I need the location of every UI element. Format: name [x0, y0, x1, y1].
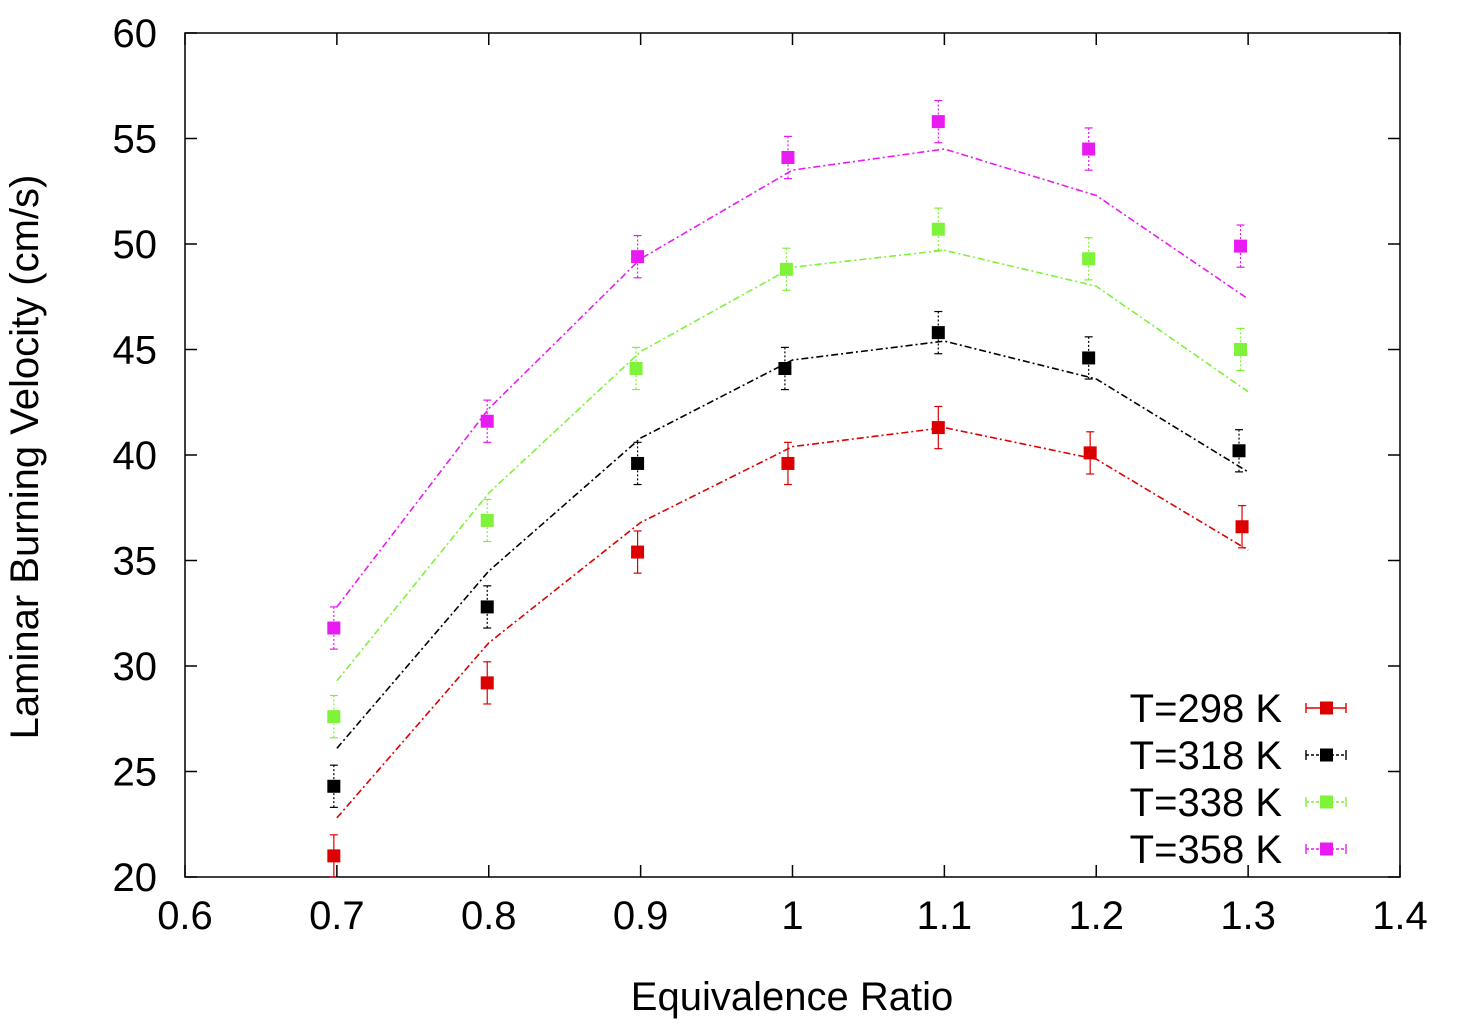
fit-lines	[336, 148, 1249, 819]
y-axis-ticks: 20 25 30 35 40 45 50 55 60	[113, 12, 1400, 900]
legend-marker-series-2	[1320, 795, 1333, 809]
x-tick-label: 1.3	[1220, 894, 1276, 938]
y-axis-label: Laminar Burning Velocity (cm/s)	[3, 175, 47, 740]
data-point-series-2	[931, 222, 945, 236]
data-point-series-0	[631, 545, 645, 559]
x-tick-label: 0.8	[461, 894, 517, 938]
data-point-series-1	[931, 326, 945, 340]
fit-line-series-3	[336, 148, 1249, 608]
data-point-series-2	[327, 710, 341, 724]
legend-marker-series-0	[1320, 701, 1333, 715]
data-markers	[327, 115, 1249, 863]
data-point-series-0	[480, 676, 494, 690]
x-tick-label: 0.6	[157, 894, 213, 938]
data-point-series-3	[480, 414, 494, 428]
y-tick-label: 20	[113, 856, 158, 900]
x-axis-label: Equivalence Ratio	[631, 975, 953, 1019]
data-point-series-3	[631, 250, 645, 264]
fit-line-series-0	[336, 426, 1249, 819]
x-tick-label: 1.1	[917, 894, 973, 938]
data-point-series-3	[1234, 239, 1248, 253]
data-point-series-1	[1082, 351, 1096, 365]
legend-label-series-3: T=358 K	[1130, 828, 1283, 872]
legend-label-series-0: T=298 K	[1130, 687, 1283, 731]
x-tick-label: 0.9	[613, 894, 669, 938]
fit-line-series-2	[336, 249, 1249, 682]
y-tick-label: 60	[113, 12, 158, 56]
data-point-series-1	[778, 361, 792, 375]
data-point-series-1	[327, 779, 341, 793]
data-point-series-0	[931, 421, 945, 435]
x-tick-label: 1.2	[1068, 894, 1124, 938]
data-point-series-0	[1235, 520, 1249, 534]
y-tick-label: 35	[113, 540, 158, 584]
y-tick-label: 45	[113, 329, 158, 373]
x-tick-label: 0.7	[309, 894, 365, 938]
x-tick-label: 1.4	[1372, 894, 1428, 938]
data-point-series-0	[327, 849, 341, 863]
x-tick-label: 1	[781, 894, 803, 938]
x-axis-ticks: 0.6 0.7 0.8 0.9 1 1.1 1.2 1.3 1.4	[157, 33, 1428, 938]
data-point-series-2	[629, 361, 643, 375]
error-bars	[329, 99, 1247, 878]
data-point-series-0	[1083, 446, 1097, 460]
data-point-series-3	[327, 621, 341, 635]
legend-marker-series-1	[1320, 748, 1333, 762]
y-tick-label: 50	[113, 223, 158, 267]
y-tick-label: 25	[113, 751, 158, 795]
data-point-series-2	[1234, 343, 1248, 356]
data-point-series-2	[779, 262, 793, 276]
data-point-series-1	[1232, 444, 1246, 458]
fit-line-series-1	[336, 340, 1249, 749]
data-point-series-3	[1082, 142, 1096, 156]
data-point-series-1	[480, 600, 494, 614]
data-point-series-0	[781, 456, 795, 470]
y-tick-label: 40	[113, 434, 158, 478]
legend-label-series-2: T=338 K	[1130, 781, 1283, 825]
data-point-series-2	[480, 513, 494, 527]
y-tick-label: 30	[113, 645, 158, 689]
data-point-series-3	[931, 115, 945, 129]
data-point-series-1	[631, 456, 645, 470]
legend-label-series-1: T=318 K	[1130, 734, 1283, 778]
data-point-series-2	[1082, 252, 1096, 266]
legend-marker-series-3	[1320, 842, 1333, 856]
y-tick-label: 55	[113, 118, 158, 162]
legend: T=298 KT=318 KT=338 KT=358 K	[1130, 687, 1347, 872]
data-point-series-3	[781, 150, 795, 164]
